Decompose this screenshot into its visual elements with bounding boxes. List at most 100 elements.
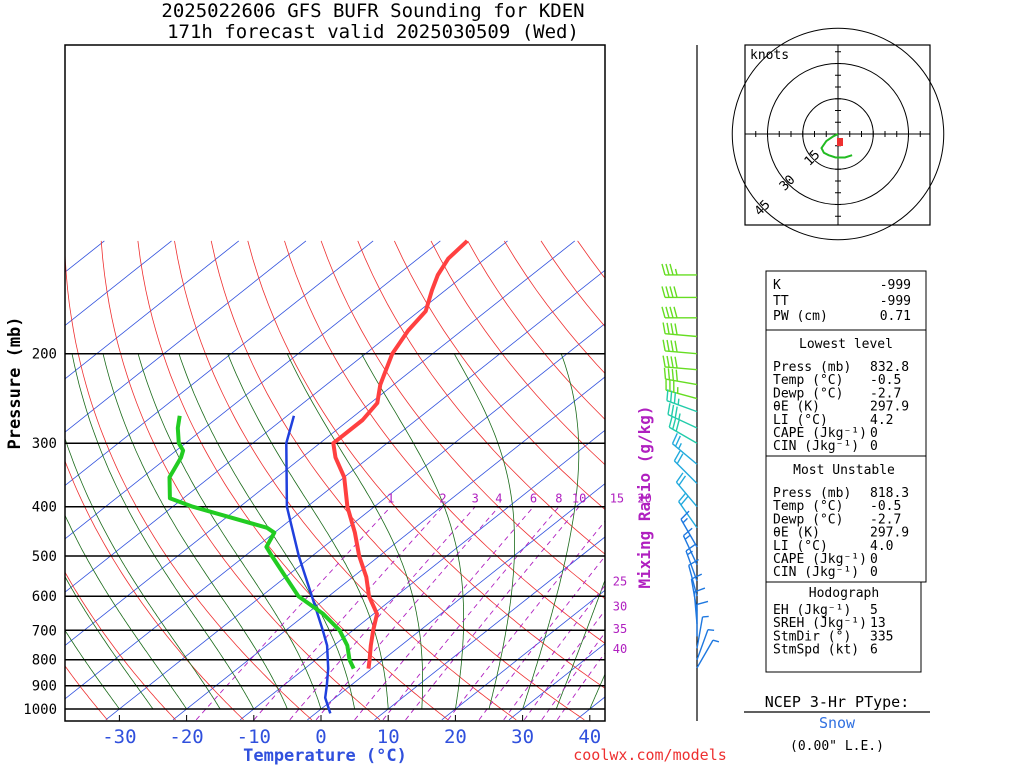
mixing-ratio-label: 6 xyxy=(530,492,537,506)
wind-barb-feather xyxy=(662,355,666,368)
wind-barb-staff xyxy=(675,481,698,508)
temperature-tick-label: -20 xyxy=(169,726,203,748)
temperature-tick-label: 40 xyxy=(578,726,601,748)
wind-barb xyxy=(668,416,698,444)
isotherm-line xyxy=(374,536,605,721)
mixing-ratio-label: 1 xyxy=(387,492,394,506)
temperature-tick-label: 0 xyxy=(315,726,326,748)
table-row-label: LI (°C) xyxy=(773,539,828,554)
moist-adiabat-line xyxy=(71,353,255,710)
mixing-ratio-label: 3 xyxy=(472,492,479,506)
isotherm-line xyxy=(65,240,239,380)
wind-barb-feather xyxy=(671,368,675,381)
hodograph-units-label: knots xyxy=(750,48,789,63)
dry-adiabat-line xyxy=(247,240,605,689)
wind-barb xyxy=(696,600,709,637)
lowest-level-header: Lowest level xyxy=(799,337,893,352)
isotherm-line xyxy=(441,589,605,721)
pressure-tick-label: 400 xyxy=(32,500,57,516)
dry-adiabat-line xyxy=(834,241,1024,720)
dry-adiabat-line xyxy=(65,459,244,721)
isotherm-line xyxy=(65,240,374,487)
isotherm-line xyxy=(307,483,605,721)
mixing-ratio-line xyxy=(405,506,580,721)
wind-barb-feather xyxy=(678,492,687,503)
wind-barb-feather xyxy=(666,339,670,352)
wind-barb xyxy=(662,355,698,371)
wind-barb-feather xyxy=(669,390,673,403)
mixing-ratio-line xyxy=(556,652,605,721)
mixing-ratio-label: 2 xyxy=(439,492,446,506)
dry-adiabat-line xyxy=(100,240,381,721)
wind-barb-feather xyxy=(662,339,666,352)
table-row-label: StmSpd (kt) xyxy=(773,643,859,658)
wind-barb-feather xyxy=(676,453,684,465)
stability-tables: K -999 TT -999 PW (cm) 0.71 Lowest level… xyxy=(765,270,927,673)
dry-adiabat-line xyxy=(284,240,605,644)
x-tick-labels: -30 -20 -10 0 10 20 30 40 xyxy=(102,715,601,748)
table-row-value: 0 xyxy=(870,426,878,441)
mixing-ratio-line xyxy=(315,506,500,721)
dry-adiabat-line xyxy=(0,241,39,720)
dry-adiabat-line xyxy=(357,240,605,555)
wind-barb xyxy=(685,543,698,582)
storm-motion-marker xyxy=(837,138,843,146)
wind-barb-feather xyxy=(665,306,670,319)
wind-barb xyxy=(661,306,697,319)
table-row-value: 5 xyxy=(870,603,878,618)
wind-barb-feather xyxy=(670,340,674,352)
moist-adiabat-line xyxy=(65,437,221,710)
mixing-ratio-label: 20 xyxy=(637,492,651,506)
isotherm-line xyxy=(508,643,605,721)
wind-barb-feather xyxy=(661,263,666,276)
wind-barb-staff xyxy=(696,616,704,649)
pressure-tick-label: 700 xyxy=(32,623,57,639)
moist-adiabat-line xyxy=(522,353,580,710)
wind-barb xyxy=(680,510,698,548)
wind-barb-staff xyxy=(665,378,698,386)
temperature-tick-label: -30 xyxy=(102,726,136,748)
wind-barb-feather xyxy=(675,369,679,382)
wind-barb xyxy=(696,639,720,669)
table-row-value: 6 xyxy=(870,643,878,658)
wind-barb-feather xyxy=(666,389,669,401)
moist-adiabat-line xyxy=(361,353,464,710)
table-row-label: Dewp (°C) xyxy=(773,386,843,401)
wind-barb-feather xyxy=(688,558,699,566)
wind-barb xyxy=(682,527,698,565)
mixing-ratio-line xyxy=(447,520,605,721)
table-row-value: 0 xyxy=(870,439,878,454)
wind-barb-staff xyxy=(666,400,698,413)
parcel-profile-line xyxy=(285,415,332,714)
table-row-value: 0 xyxy=(870,552,878,567)
wind-barb-feather xyxy=(675,420,680,432)
pressure-tick-label: 900 xyxy=(32,679,57,695)
lowest-level-rows: Press (mb) 832.8 Temp (°C) -0.5 Dewp (°C) -2.… xyxy=(773,360,909,454)
hodograph-table-box xyxy=(765,581,922,673)
hodograph-trace xyxy=(820,133,853,159)
wind-barb-half-feather xyxy=(677,398,680,405)
table-row-label: θE (K) xyxy=(773,526,820,541)
pressure-tick-label: 500 xyxy=(32,549,57,565)
wind-barb-feather xyxy=(674,435,681,447)
table-row-value: 335 xyxy=(870,629,893,644)
moist-adiabat-line xyxy=(102,353,288,710)
wind-barb-staff xyxy=(665,350,698,355)
mixing-ratio-label: 8 xyxy=(555,492,562,506)
wind-barb xyxy=(667,403,698,429)
dry-adiabat-line xyxy=(210,240,585,721)
wind-barb-staff xyxy=(685,550,698,582)
wind-barb xyxy=(662,322,698,338)
pw-value: 0.71 xyxy=(880,309,911,324)
wind-barb-feather xyxy=(673,306,678,319)
wind-barb xyxy=(671,433,698,465)
wind-barb-feather xyxy=(666,322,670,335)
mixing-ratio-label: 40 xyxy=(613,642,627,656)
table-row-value: -0.5 xyxy=(870,373,901,388)
wind-barb-feather xyxy=(669,263,674,276)
wind-barb-staff xyxy=(673,460,698,484)
table-row-value: 4.2 xyxy=(870,413,893,428)
wind-barb xyxy=(696,628,715,660)
mixing-ratio-line xyxy=(478,555,605,721)
